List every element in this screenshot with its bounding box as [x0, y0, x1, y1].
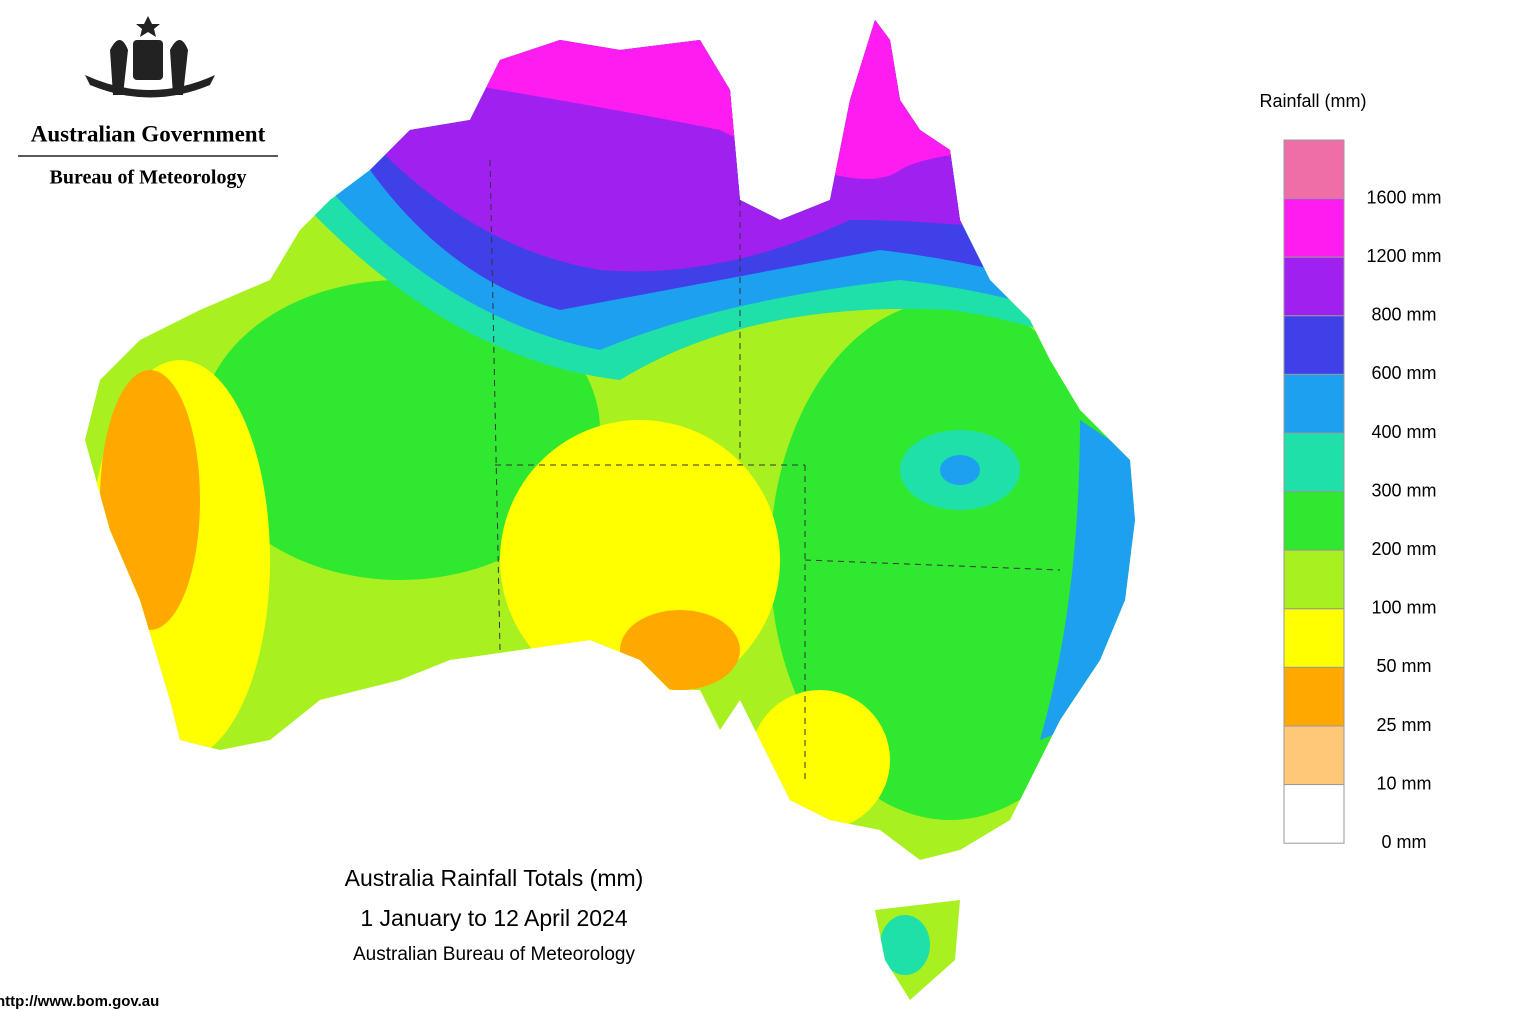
- legend-swatch: [1283, 256, 1345, 317]
- legend-label: 200 mm: [1371, 539, 1436, 559]
- legend-label: 50 mm: [1376, 656, 1431, 676]
- state-borders: [489, 159, 1061, 780]
- agency-name: Bureau of Meteorology: [49, 167, 246, 189]
- legend-swatch: [1283, 666, 1345, 727]
- government-name: Australian Government: [31, 121, 266, 146]
- coat-of-arms: [85, 16, 215, 98]
- url: http://www.bom.gov.au: [0, 993, 159, 1010]
- source: Australian Bureau of Meteorology: [353, 944, 635, 965]
- legend-swatch: [1283, 549, 1345, 610]
- legend-swatch: [1283, 373, 1345, 434]
- legend-label: 25 mm: [1376, 715, 1431, 735]
- legend: 1600 mm 1200 mm 800 mm 600 mm 400 mm 300 mm 20…: [1283, 139, 1442, 852]
- legend-label: 1200 mm: [1366, 246, 1441, 266]
- legend-swatch: [1283, 139, 1345, 200]
- title: Australia Rainfall Totals (mm): [345, 865, 644, 891]
- legend-swatch: [1283, 608, 1345, 668]
- legend-swatch: [1283, 725, 1345, 786]
- legend-title: Rainfall (mm): [1259, 91, 1366, 111]
- legend-swatch: [1283, 491, 1345, 551]
- legend-swatch: [1283, 432, 1345, 493]
- legend-label: 100 mm: [1371, 598, 1436, 618]
- legend-swatch: [1283, 315, 1345, 375]
- subtitle: 1 January to 12 April 2024: [360, 905, 627, 931]
- legend-swatch: [1283, 784, 1345, 844]
- legend-label: 600 mm: [1371, 363, 1436, 383]
- legend-label: 800 mm: [1371, 305, 1436, 325]
- rainfall-field: [85, 20, 1135, 1000]
- legend-label: 400 mm: [1371, 422, 1436, 442]
- legend-label: 10 mm: [1376, 773, 1431, 793]
- legend-swatch: [1283, 198, 1345, 258]
- legend-label: 1600 mm: [1366, 187, 1441, 207]
- legend-label: 300 mm: [1371, 480, 1436, 500]
- legend-label: 0 mm: [1382, 832, 1427, 852]
